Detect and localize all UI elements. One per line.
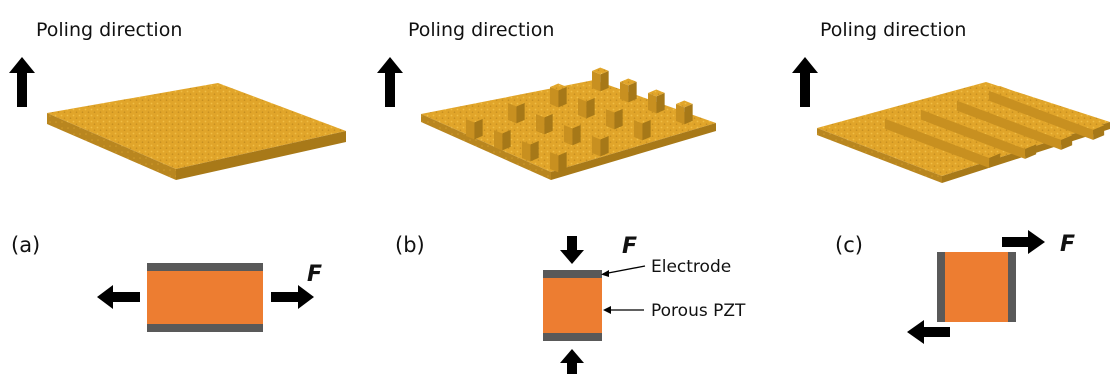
tension-sample [147, 263, 263, 332]
poling-arrow-b [377, 57, 403, 107]
pillar [634, 116, 651, 141]
porous-pzt-c [945, 252, 1008, 322]
pillar [494, 126, 511, 151]
electrode-annotation: Electrode [651, 257, 731, 277]
force-arrow-bottom-c [907, 320, 950, 344]
flat-slab [47, 83, 346, 180]
poling-arrow-a [9, 57, 35, 107]
electrode-bottom-b [543, 333, 602, 341]
force-label-c: F [1060, 232, 1075, 257]
force-label-a: F [307, 262, 322, 287]
pillar [522, 137, 539, 162]
pillar [564, 121, 581, 146]
electrode-right-c [1008, 252, 1016, 322]
force-arrow-top-c [1002, 230, 1045, 254]
porous-pzt-annotation: Porous PZT [651, 301, 746, 321]
pillar [466, 115, 483, 140]
pillar [550, 83, 567, 108]
electrode-pointer-head [601, 270, 609, 277]
line-ridge [956, 96, 1073, 150]
line-ridge [884, 114, 1001, 168]
porous-pzt-a [147, 271, 263, 324]
line-ridge [920, 105, 1037, 159]
panel-a: Poling direction (a) F [9, 19, 346, 332]
electrode-left-c [937, 252, 945, 322]
electrode-pointer [602, 265, 646, 275]
pillar [536, 110, 553, 135]
force-arrow-bottom-b [560, 349, 584, 374]
panel-c: Poling direction (c) F [792, 19, 1110, 344]
panel-c-label: (c) [835, 233, 863, 257]
pillar [550, 148, 567, 173]
force-arrow-top-b [560, 236, 584, 264]
compression-sample [543, 270, 602, 341]
pillar-array [466, 67, 693, 173]
porous-pointer-head [603, 306, 611, 314]
line-array [884, 86, 1105, 168]
pillar [676, 100, 693, 125]
panel-a-title: Poling direction [36, 19, 182, 41]
force-arrow-left-a [97, 285, 140, 309]
force-label-b: F [622, 234, 637, 259]
pillar [648, 89, 665, 114]
electrode-top-a [147, 263, 263, 271]
panel-b-label: (b) [395, 233, 425, 257]
panel-a-label: (a) [11, 233, 40, 257]
pillar [620, 78, 637, 103]
electrode-bottom-a [147, 324, 263, 332]
panel-b-title: Poling direction [408, 19, 554, 41]
porous-pzt-b [543, 278, 602, 333]
line-ridge [988, 86, 1105, 140]
force-arrow-right-a [271, 285, 314, 309]
pillar [606, 105, 623, 130]
pillar [578, 94, 595, 119]
poling-arrow-c [792, 57, 818, 107]
panel-b: Poling direction (b) F Electrode Porous … [377, 19, 746, 374]
panel-c-title: Poling direction [820, 19, 966, 41]
pillar [508, 99, 525, 124]
electrode-top-b [543, 270, 602, 278]
shear-sample [937, 252, 1016, 322]
pillar [592, 132, 609, 157]
pillar [592, 67, 609, 92]
